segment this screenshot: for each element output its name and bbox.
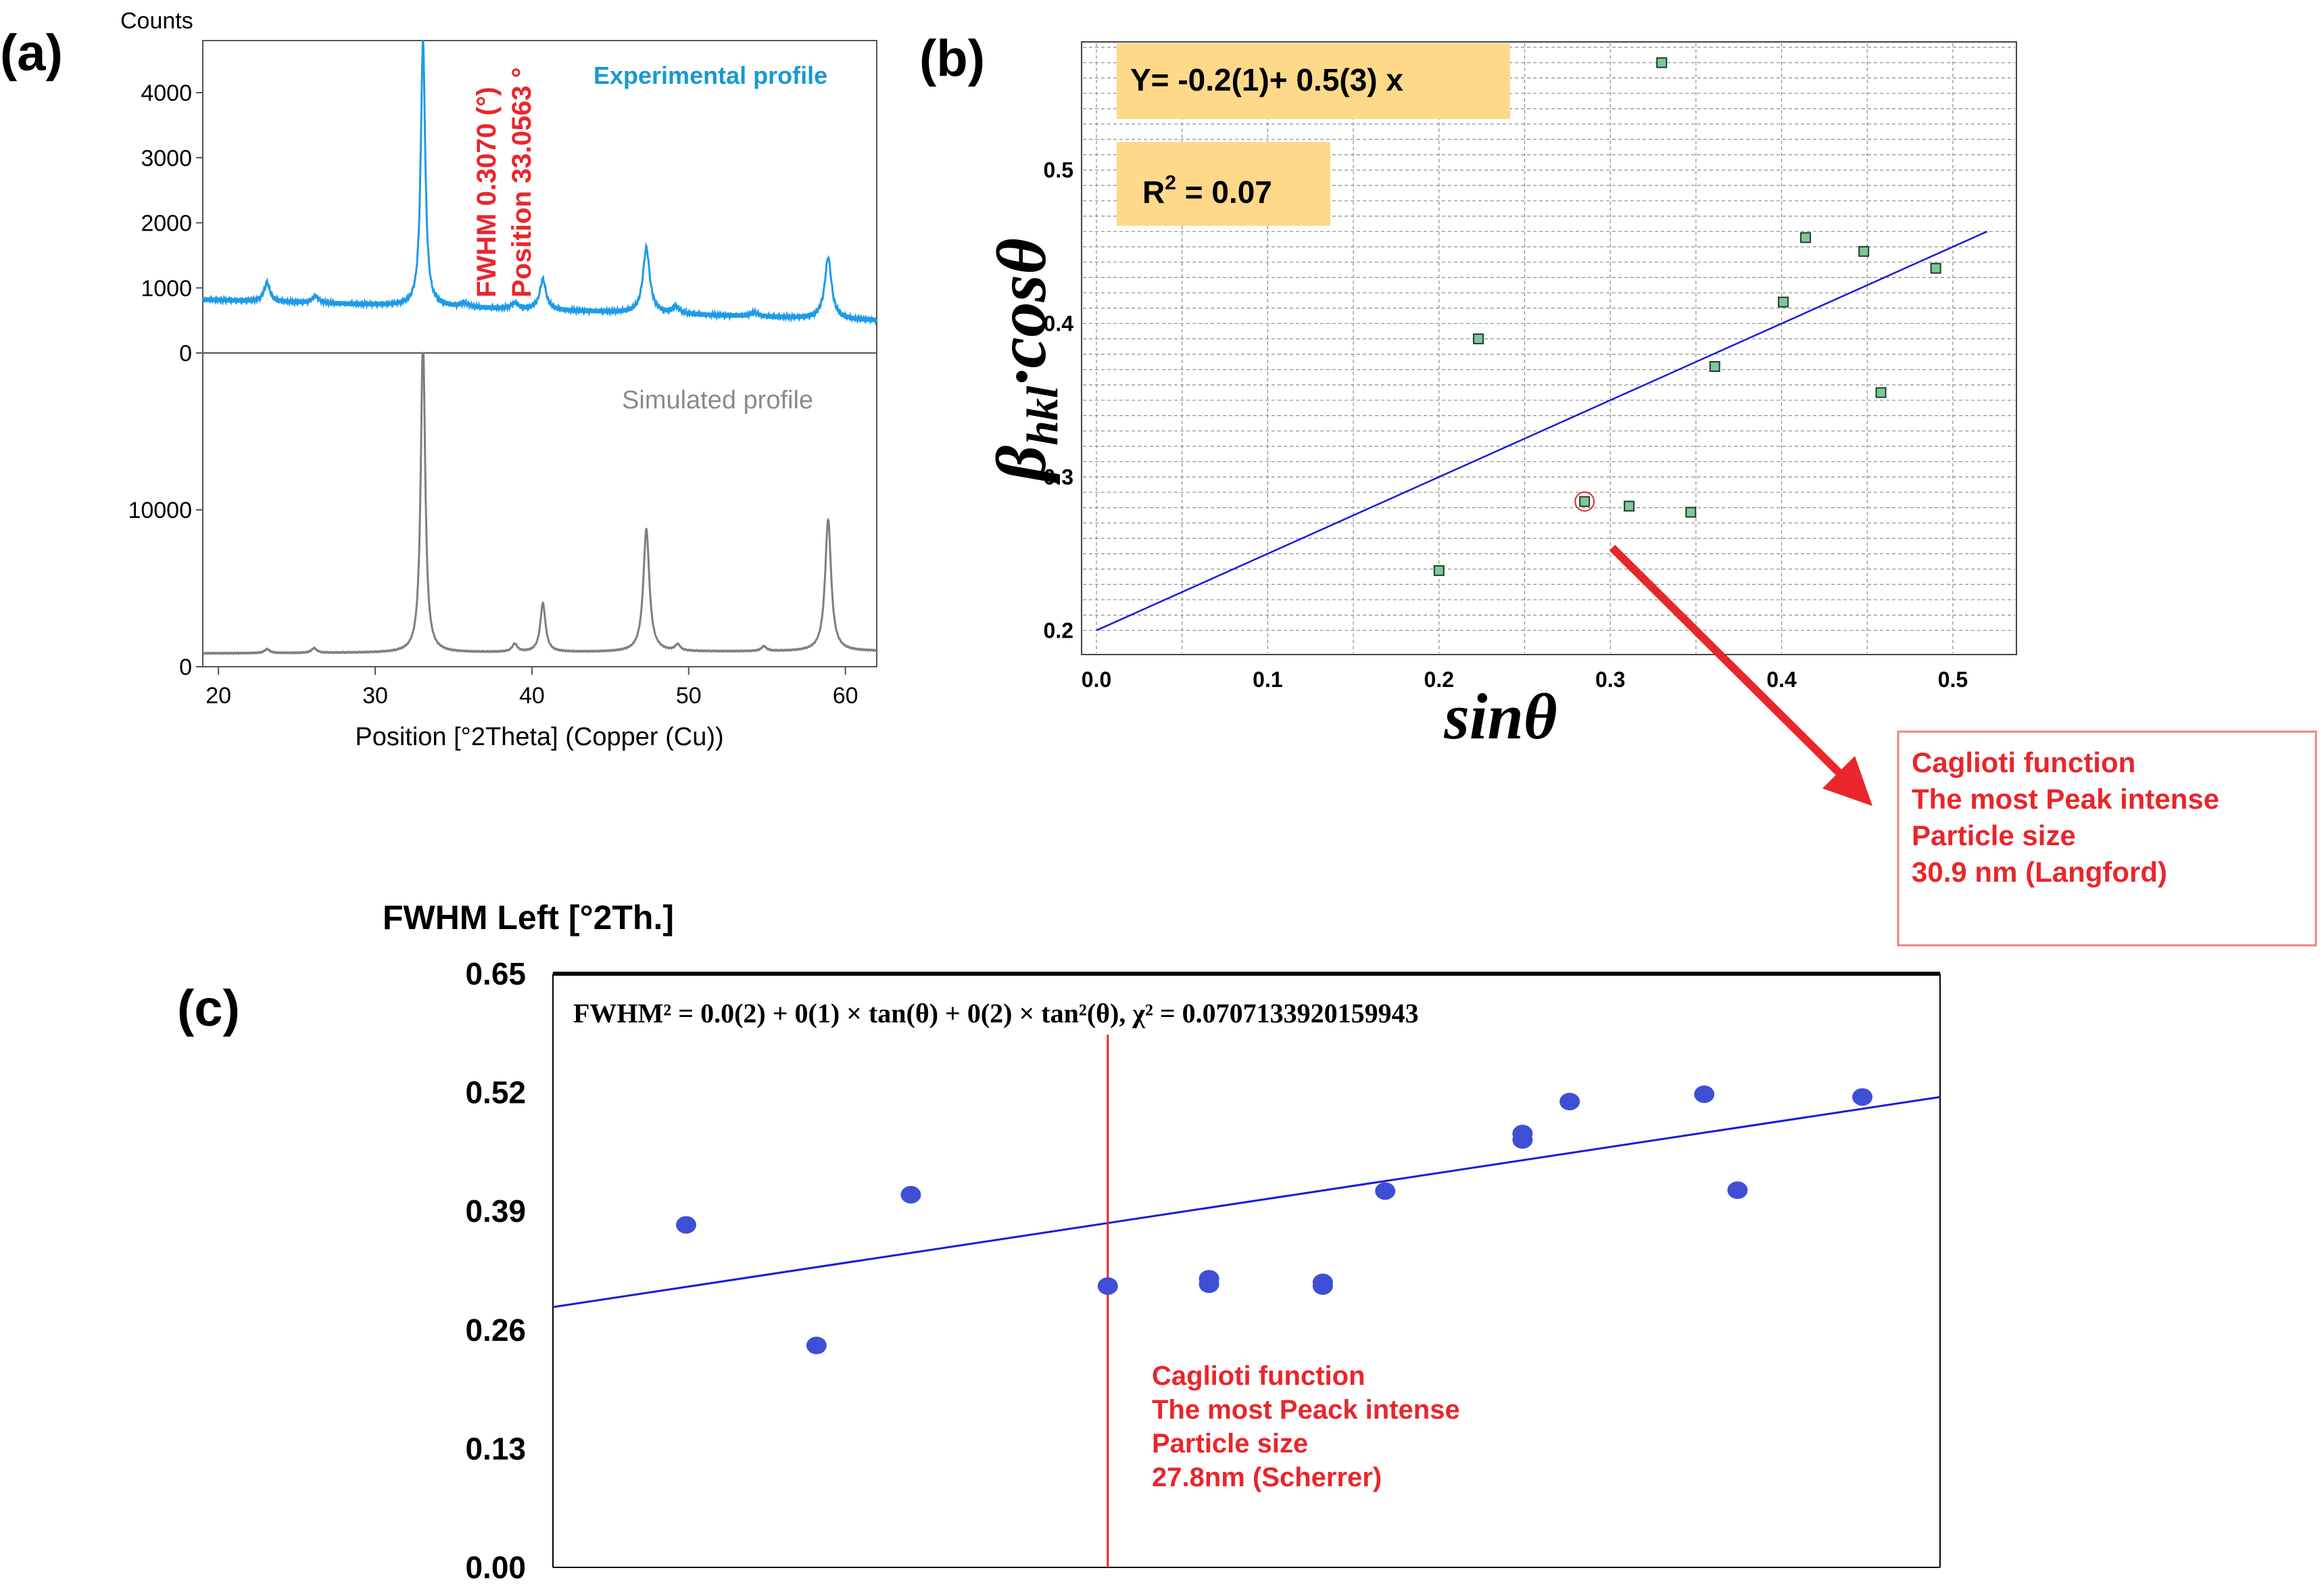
panel-b-ylabel: βhkl·cosθ [983, 238, 1067, 484]
b-data-point [1579, 496, 1591, 507]
b-data-point [1800, 232, 1812, 243]
c-data-point [1199, 1270, 1219, 1288]
panel-a-chart: Counts 0 1000 2000 3000 4000 0 10000 20 30 40 50 60… [120, 8, 878, 751]
a-xtick-label: 60 [833, 683, 858, 709]
c-data-point [900, 1185, 921, 1204]
panel-a-ylabel: Counts [120, 8, 193, 34]
r2-box [1117, 142, 1330, 226]
b-data-point [1709, 361, 1720, 372]
b-xtick-label: 0.0 [1082, 667, 1111, 692]
c-data-point [675, 1216, 696, 1234]
b-data-point [1858, 245, 1870, 257]
callout-b-line3: Particle size [1912, 820, 2076, 851]
exp-ytick-label: 1000 [141, 276, 192, 302]
c-ytick-label: 0.65 [465, 956, 526, 991]
callout-c-line4: 27.8nm (Scherrer) [1152, 1463, 1382, 1492]
callout-b-line2: The most Peak intense [1912, 783, 2219, 815]
c-ytick-label: 0.13 [465, 1431, 526, 1466]
callout-b-line1: Caglioti function [1912, 747, 2135, 778]
callout-box-b [1897, 730, 2317, 947]
sim-ytick-label: 10000 [128, 498, 192, 523]
c-data-point [1559, 1093, 1580, 1111]
exp-ytick-label: 2000 [141, 211, 192, 237]
c-data-point [1727, 1181, 1748, 1200]
exp-ytick-label: 3000 [141, 145, 192, 171]
panel-label-c: (c) [177, 980, 240, 1037]
b-ytick-label: 0.2 [1044, 618, 1073, 642]
b-data-point [1624, 500, 1635, 512]
panel-b-xlabel: sinθ [1443, 680, 1557, 753]
c-data-point [1312, 1273, 1333, 1292]
exp-ytick-label: 4000 [141, 80, 192, 106]
panel-b-chart: 0.0 0.1 0.2 0.3 0.4 0.5 0.2 0.3 0.4 0.5 Y= -0.2(1… [983, 41, 2317, 947]
a-xtick-label: 50 [676, 683, 702, 709]
linear-equation: Y= -0.2(1)+ 0.5(3) x [1130, 62, 1403, 97]
c-ytick-label: 0.26 [465, 1312, 526, 1348]
equation-box [1117, 43, 1510, 119]
panel-label-a: (a) [0, 24, 63, 82]
sim-ytick-label: 0 [179, 655, 192, 680]
b-ytick-label: 0.3 [1044, 465, 1073, 489]
position-annotation: Position 33.0563 ° [507, 67, 537, 298]
b-xtick-label: 0.5 [1938, 667, 1968, 692]
b-xtick-label: 0.2 [1424, 667, 1454, 692]
callout-b-line4: 30.9 nm (Langford) [1912, 856, 2167, 888]
r-squared: R2 = 0.07 [1142, 172, 1272, 210]
a-xtick-label: 40 [519, 683, 545, 709]
c-ytick-label: 0.52 [465, 1075, 526, 1110]
a-xtick-label: 30 [362, 683, 388, 709]
panel-c-ylabel: FWHM Left [°2Th.] [383, 899, 674, 937]
callout-arrow-shaft [1609, 544, 1849, 782]
callout-c-line1: Caglioti function [1152, 1361, 1365, 1391]
a-xtick-label: 20 [205, 683, 231, 709]
panel-b-frame [1081, 41, 2017, 655]
experimental-profile-label: Experimental profile [594, 62, 827, 89]
panel-a-xlabel: Position [°2Theta] (Copper (Cu)) [355, 723, 723, 751]
caglioti-equation: FWHM² = 0.0(2) + 0(1) × tan(θ) + 0(2) × … [573, 998, 1419, 1028]
c-data-point [1097, 1277, 1118, 1295]
c-ytick-label: 0.00 [465, 1550, 526, 1585]
c-data-point [806, 1336, 827, 1354]
exp-ytick-label: 0 [179, 341, 192, 366]
panel-c-chart: FWHM Left [°2Th.] 0.00 0.13 0.26 0.39 0.52 0.… [383, 899, 1941, 1585]
b-data-point [1875, 387, 1887, 398]
simulated-profile-label: Simulated profile [622, 386, 813, 414]
c-data-point [1512, 1124, 1533, 1143]
b-xtick-label: 0.4 [1766, 667, 1797, 692]
b-xtick-label: 0.1 [1253, 667, 1282, 692]
b-data-point [1473, 333, 1484, 345]
c-data-point [1694, 1085, 1715, 1104]
b-ytick-label: 0.5 [1044, 158, 1073, 183]
b-xtick-label: 0.3 [1595, 667, 1625, 692]
callout-c-line2: The most Peack intense [1152, 1395, 1460, 1425]
c-ytick-label: 0.39 [465, 1193, 526, 1229]
highlighted-point-ring [1574, 491, 1595, 512]
callout-c-line3: Particle size [1152, 1429, 1308, 1459]
panel-label-b: (b) [919, 30, 985, 87]
b-data-point [1656, 57, 1668, 68]
b-ytick-label: 0.4 [1044, 311, 1074, 335]
b-data-point [1930, 262, 1941, 274]
b-data-point [1778, 296, 1789, 308]
simulated-profile-line [201, 352, 877, 656]
experimental-profile-line [201, 40, 878, 327]
fwhm-annotation: FWHM 0.3070 (°) [472, 87, 502, 298]
fit-line [1096, 231, 1988, 632]
c-data-point [1375, 1182, 1396, 1200]
callout-arrow-head [1822, 756, 1872, 806]
b-data-point [1685, 506, 1697, 518]
c-data-point [1852, 1088, 1873, 1106]
b-data-point [1433, 565, 1445, 576]
fit-line-c [552, 1095, 1941, 1308]
